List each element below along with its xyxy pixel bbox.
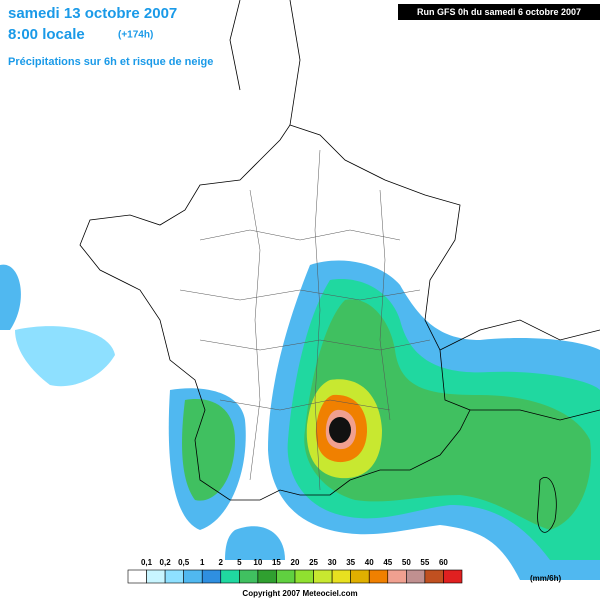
legend-label: 45 [383, 558, 392, 567]
legend-swatch [220, 569, 240, 584]
legend-label: 1 [200, 558, 205, 567]
neighbor-borders [229, 0, 600, 421]
legend-label: 0,1 [141, 558, 153, 567]
legend-swatch [424, 569, 444, 584]
legend-swatch [276, 569, 296, 584]
legend-label: 30 [328, 558, 337, 567]
precip-area [0, 264, 21, 330]
time: 8:00 locale [8, 26, 85, 43]
precip-area [304, 299, 591, 530]
legend-swatch [183, 569, 203, 584]
legend-label: 10 [253, 558, 262, 567]
legend-swatch [406, 569, 426, 584]
region-borders [179, 149, 431, 491]
legend-swatch [294, 569, 314, 584]
legend-label: 0,2 [160, 558, 172, 567]
legend: (mm/6h) Copyright 2007 Meteociel.com 0,1… [127, 558, 561, 598]
legend-label: 35 [346, 558, 355, 567]
legend-label: 50 [402, 558, 411, 567]
legend-unit: (mm/6h) [530, 574, 561, 583]
legend-swatch [257, 569, 277, 584]
precip-core [329, 417, 351, 443]
precipitation [0, 260, 600, 580]
legend-swatch [313, 569, 333, 584]
subtitle: Précipitations sur 6h et risque de neige [8, 56, 213, 68]
precip-area [15, 326, 115, 387]
lead-time: (+174h) [118, 30, 153, 41]
legend-swatch [201, 569, 222, 584]
header: samedi 13 octobre 2007 8:00 locale (+174… [8, 4, 600, 68]
legend-swatch [443, 569, 463, 584]
run-box [398, 4, 600, 20]
run-info: Run GFS 0h du samedi 6 octobre 2007 [417, 7, 581, 17]
legend-label: 55 [420, 558, 429, 567]
legend-swatch [368, 569, 389, 584]
legend-label: 15 [272, 558, 281, 567]
legend-label: 5 [237, 558, 242, 567]
date: samedi 13 octobre 2007 [8, 5, 177, 22]
legend-swatch [331, 569, 351, 584]
legend-swatch [350, 569, 370, 584]
precip-area [182, 399, 235, 501]
legend-label: 20 [291, 558, 300, 567]
legend-label: 2 [219, 558, 224, 567]
copyright: Copyright 2007 Meteociel.com [242, 589, 357, 598]
legend-label: 25 [309, 558, 318, 567]
legend-swatch [164, 569, 184, 584]
legend-label: 40 [365, 558, 374, 567]
legend-swatch [127, 569, 147, 584]
island [537, 477, 557, 533]
country-border [79, 124, 471, 501]
legend-label: 60 [439, 558, 448, 567]
precip-area [225, 526, 285, 560]
legend-swatch [146, 569, 166, 584]
borders [79, 0, 600, 533]
legend-label: 0,5 [178, 558, 190, 567]
legend-swatch [239, 569, 259, 584]
legend-swatch [387, 569, 407, 584]
